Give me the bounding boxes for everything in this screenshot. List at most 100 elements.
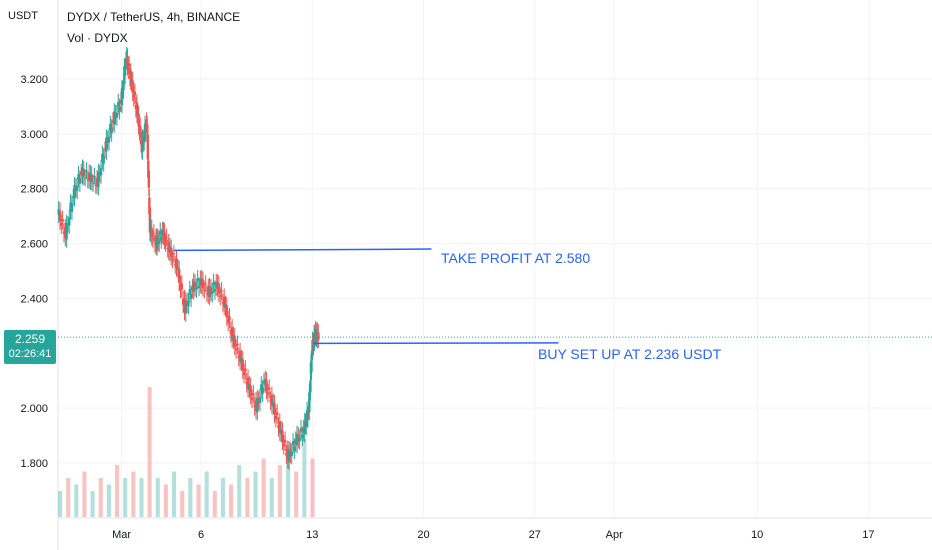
candle-body <box>60 223 63 226</box>
candle-body <box>180 283 184 290</box>
volume-bar <box>196 484 201 517</box>
candle-body <box>205 293 209 295</box>
candle-body <box>123 67 127 76</box>
candle-countdown: 02:26:41 <box>8 348 52 360</box>
volume-bar <box>139 478 144 517</box>
symbol-title[interactable]: DYDX / TetherUS, 4h, BINANCE <box>67 10 241 24</box>
volume-bar <box>172 471 177 517</box>
candle-body <box>275 412 279 416</box>
candle-body <box>99 168 103 176</box>
candle-body <box>228 316 231 321</box>
candle-body <box>274 415 278 420</box>
candle-body <box>89 173 92 182</box>
candle-body <box>196 278 199 281</box>
candle-body <box>310 360 313 373</box>
volume-bar <box>66 478 71 517</box>
candle-body <box>171 258 174 261</box>
candle-body <box>113 111 116 125</box>
candle-body <box>106 138 109 142</box>
candle-body <box>279 429 283 435</box>
candle-body <box>234 348 238 351</box>
candle-body <box>191 287 194 291</box>
candle-body <box>204 283 207 285</box>
candle-body <box>245 381 248 385</box>
candle-body <box>312 343 315 348</box>
candle-body <box>105 137 108 152</box>
candle-body <box>221 301 225 304</box>
candle-body <box>157 240 161 245</box>
candle-body <box>164 242 167 244</box>
candle-body <box>281 430 284 442</box>
candle-body <box>225 305 229 318</box>
candle-body <box>197 285 201 288</box>
candle-body <box>175 258 178 269</box>
candle-body <box>257 399 260 402</box>
x-tick-label: Mar <box>112 529 131 541</box>
volume-bar <box>180 491 185 517</box>
buy-setup-label[interactable]: BUY SET UP AT 2.236 USDT <box>538 346 722 362</box>
candle-body <box>195 287 198 290</box>
candle-body <box>129 71 132 82</box>
candle-body <box>139 125 142 131</box>
volume-bar <box>155 478 160 517</box>
candle-body <box>189 293 193 299</box>
candle-body <box>109 123 112 130</box>
candle-body <box>201 279 205 289</box>
candle-body <box>313 339 316 343</box>
volume-bar <box>229 484 234 517</box>
candle-body <box>298 438 301 442</box>
candle-body <box>282 443 285 447</box>
candle-body <box>83 177 87 179</box>
candle-body <box>163 231 166 241</box>
take-profit-label[interactable]: TAKE PROFIT AT 2.580 <box>441 250 591 266</box>
volume-bar <box>245 478 250 517</box>
candle-body <box>69 202 72 211</box>
volume-bar <box>253 471 258 517</box>
candle-body <box>258 397 262 404</box>
candle-body <box>114 112 117 117</box>
volume-bar <box>106 484 111 517</box>
candle-body <box>297 435 300 441</box>
candle-body <box>183 297 186 313</box>
candle-body <box>101 153 104 162</box>
volume-bar <box>310 458 315 517</box>
candle-body <box>256 398 259 413</box>
candle-body <box>187 301 190 307</box>
candle-body <box>226 319 230 324</box>
candle-body <box>283 439 287 443</box>
volume-bar <box>220 478 225 517</box>
candle-body <box>61 218 64 222</box>
candle-body <box>58 210 62 222</box>
buy_setup-line <box>313 342 559 345</box>
candle-body <box>229 329 233 335</box>
candle-body <box>93 175 96 177</box>
volume-bar <box>302 439 307 517</box>
candle-body <box>159 230 162 234</box>
candle-body <box>144 127 147 134</box>
candle-body <box>78 178 82 184</box>
volume-bar <box>90 491 95 517</box>
candle-body <box>135 102 139 115</box>
candle-body <box>192 281 195 292</box>
candle-body <box>66 224 70 226</box>
candle-body <box>81 167 84 177</box>
volume-legend[interactable]: Vol · DYDX <box>67 31 128 45</box>
candle-body <box>72 196 75 198</box>
candle-body <box>168 246 172 254</box>
volume-bar <box>286 445 291 517</box>
candle-body <box>147 160 150 178</box>
volume-bar <box>188 478 193 517</box>
y-tick-label: 2.800 <box>20 184 48 196</box>
candle-body <box>220 290 223 293</box>
candle-body <box>57 209 60 215</box>
candle-body <box>287 449 291 462</box>
candle-body <box>103 149 107 151</box>
candle-body <box>120 88 124 106</box>
candle-body <box>95 178 99 186</box>
volume-bar <box>123 478 128 517</box>
volume-bar <box>277 465 282 517</box>
candle-body <box>215 281 218 288</box>
candle-body <box>188 289 191 295</box>
candle-body <box>286 448 289 461</box>
